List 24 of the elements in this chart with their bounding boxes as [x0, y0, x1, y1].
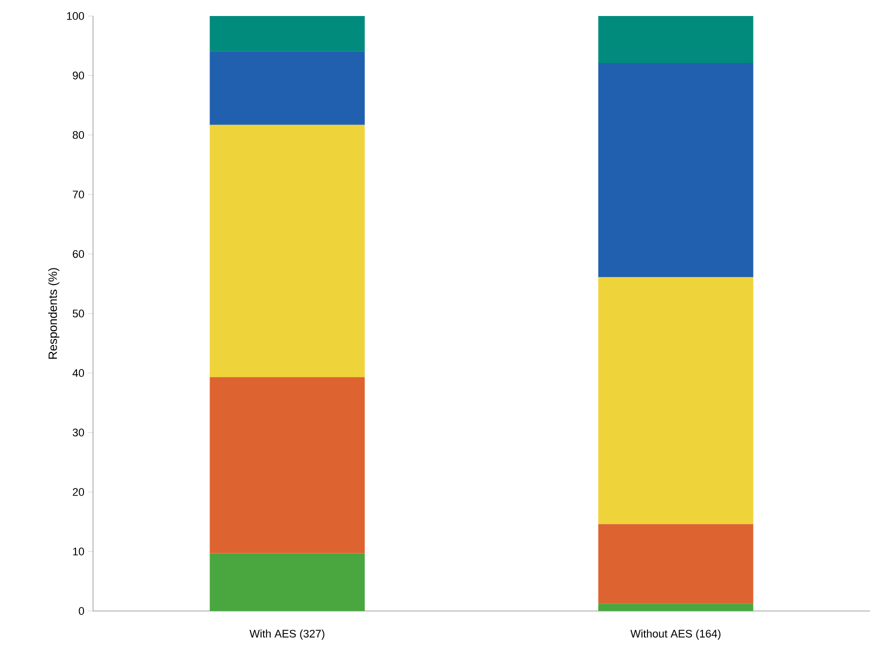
y-tick-label: 60: [72, 250, 84, 258]
bar: [210, 553, 365, 611]
y-tick-label: 50: [72, 310, 84, 318]
y-tick-label: 90: [72, 72, 84, 80]
y-tick-label: 10: [73, 548, 84, 556]
y-tick-label: 80: [72, 131, 84, 139]
y-tick-label: 70: [72, 190, 84, 198]
bar: [598, 277, 754, 524]
y-axis-title: Respondents (%): [48, 268, 60, 359]
y-tick-label: 20: [72, 488, 84, 496]
y-tick-label: 40: [72, 369, 84, 377]
y-tick-label: 0: [78, 607, 84, 615]
bar: [598, 16, 754, 63]
y-tick-label: 100: [67, 12, 84, 20]
y-tick-label: 30: [72, 428, 84, 436]
x-tick-label: With AES (327): [250, 630, 324, 640]
bar: [210, 124, 365, 378]
x-tick-label: Without AES (164): [630, 630, 720, 640]
bar: [210, 51, 365, 125]
bar: [210, 377, 365, 554]
bar: [598, 63, 754, 278]
bar: [598, 604, 754, 611]
bar: [598, 524, 754, 604]
bar: [210, 16, 365, 52]
